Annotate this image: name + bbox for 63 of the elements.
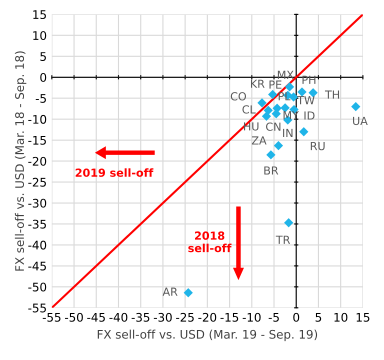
- y-tick-label: -40: [28, 240, 46, 250]
- x-tick-label: -20: [198, 312, 216, 322]
- x-tick-label: 10: [334, 312, 348, 322]
- point: [297, 87, 307, 97]
- y-tick-label: -50: [28, 282, 46, 292]
- annotation: BR: [264, 166, 278, 175]
- annotation: RU: [310, 142, 325, 150]
- annotation: CL: [242, 105, 256, 114]
- annotation: KR: [250, 80, 265, 88]
- point: [257, 98, 267, 108]
- annotation: HU: [244, 122, 258, 131]
- y-tick-label: -35: [28, 220, 46, 229]
- annotation: PE: [270, 80, 282, 89]
- y-tick-label: -10: [28, 114, 46, 124]
- annotation: 2019 sell-off: [76, 168, 154, 177]
- x-tick-label: 5: [316, 313, 322, 322]
- x-tick-label: -10: [242, 312, 261, 322]
- annotation: AR: [162, 288, 178, 296]
- y-tick-label: -15: [28, 136, 46, 145]
- point: [284, 218, 294, 228]
- point: [268, 90, 278, 100]
- annotation: TW: [297, 96, 315, 104]
- y-tick-label: 0: [40, 72, 46, 82]
- y-tick-label: -5: [36, 94, 46, 103]
- annotation: ID: [304, 111, 315, 120]
- x-tick-label: 15: [356, 313, 370, 322]
- x-tick-label: -15: [220, 313, 238, 322]
- annotation: UA: [353, 116, 368, 126]
- point: [299, 127, 308, 136]
- annotation: IN: [283, 128, 292, 137]
- annotation: CO: [230, 92, 246, 101]
- annotation: 2018 sell-off: [188, 231, 232, 252]
- y-tick-label: 15: [33, 10, 46, 20]
- x-tick-label: -25: [176, 312, 194, 322]
- x-axis-title: FX sell-off vs. USD (Mar. 19 - Sep. 19): [98, 330, 318, 342]
- x-tick-label: -35: [132, 312, 150, 322]
- annotation: CN: [266, 122, 280, 131]
- y-tick-label: -30: [28, 198, 46, 208]
- x-tick-label: -30: [154, 312, 172, 322]
- y-tick-label: 5: [40, 52, 46, 61]
- point: [308, 88, 318, 98]
- y-tick-label: -20: [28, 156, 46, 166]
- point: [274, 140, 284, 150]
- y-tick-label: -25: [28, 178, 46, 187]
- y-axis-title: FX sell-off vs. USD (Mar. 18 - Sep. 18): [14, 51, 26, 271]
- annotation: PL: [278, 92, 290, 100]
- point: [284, 82, 294, 92]
- point: [184, 288, 193, 298]
- x-tick-label: 0: [293, 312, 300, 322]
- y-tick-label: 10: [33, 31, 46, 40]
- point: [266, 150, 276, 160]
- annotation: TR: [276, 236, 290, 244]
- annotation: PH: [302, 76, 316, 84]
- x-tick-label: -40: [109, 312, 128, 322]
- y-tick-label: -45: [28, 262, 46, 271]
- point: [262, 112, 272, 121]
- annotation: TH: [324, 90, 340, 99]
- y-tick-label: -55: [28, 304, 46, 312]
- x-tick-label: -45: [87, 313, 105, 322]
- point: [351, 102, 360, 112]
- x-tick-label: -50: [64, 312, 83, 322]
- x-tick-label: -5: [268, 313, 279, 322]
- annotation: ZA: [252, 136, 267, 144]
